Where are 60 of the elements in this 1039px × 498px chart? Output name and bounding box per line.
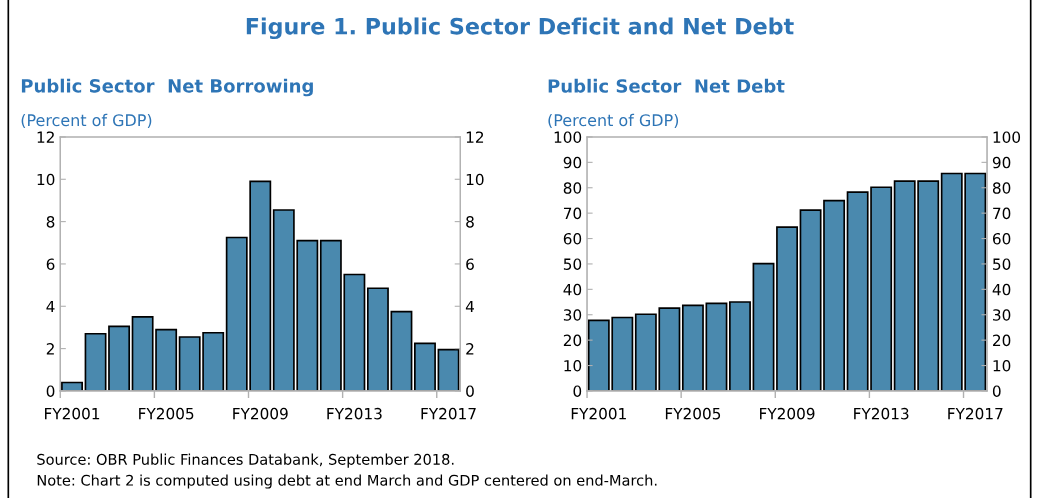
chart-subtitle: (Percent of GDP)	[548, 113, 679, 129]
x-tick-label: FY2001	[45, 407, 100, 420]
y-tick-label: 100	[554, 131, 582, 143]
y2-tick-label: 0	[466, 385, 474, 397]
y-tick-label: 2	[46, 343, 54, 355]
y-tick-label: 0	[573, 385, 582, 397]
bar	[729, 301, 751, 391]
y-tick-label: 12	[37, 131, 54, 143]
x-tick-label: FY2005	[139, 407, 194, 420]
source-note: Source: OBR Public Finances Databank, September 2018.	[37, 453, 454, 468]
y-tick-label: 60	[563, 233, 582, 245]
y-tick-label: 40	[563, 283, 582, 296]
y-tick-label: 6	[46, 258, 55, 270]
y2-tick-label: 30	[993, 309, 1011, 321]
x-tick-label: FY2013	[854, 407, 909, 420]
y-tick-label: 80	[563, 182, 582, 194]
text: Note: Chart 2 is computed using debt at end March and GDP centered on end-March.	[37, 474, 657, 489]
y-tick-label: 30	[563, 309, 582, 321]
y2-tick-label: 10	[993, 360, 1011, 372]
bar	[705, 302, 728, 391]
y2-tick-label: 80	[992, 182, 1011, 194]
x-tick-label: FY2013	[327, 407, 382, 420]
y-tick-label: 10	[564, 360, 582, 372]
chart-title: Public Sector Net Debt	[548, 78, 785, 93]
chart-subtitle: (Percent of GDP)	[21, 113, 152, 129]
y2-tick-label: 50	[993, 258, 1011, 270]
y2-tick-label: 60	[992, 233, 1011, 245]
chart-title: Public Sector Net Borrowing	[21, 78, 313, 97]
x-tick-label: FY2017	[948, 407, 1003, 420]
y2-tick-label: 2	[466, 343, 474, 355]
bar	[752, 262, 775, 391]
y2-tick-label: 20	[993, 334, 1011, 347]
y2-tick-label: 90	[992, 156, 1011, 169]
y2-tick-label: 8	[466, 216, 474, 228]
bar	[681, 304, 704, 391]
y-tick-label: 8	[46, 216, 55, 228]
bar	[414, 342, 436, 391]
x-tick-label: FY2005	[665, 407, 721, 420]
x-tick-label: FY2009	[760, 407, 815, 420]
caption: Figure 1. Public Sector Deficit and Net Debt	[246, 17, 794, 40]
x-tick-label: FY2009	[233, 407, 288, 420]
y-tick-label: 90	[563, 156, 582, 169]
y-tick-label: 70	[563, 207, 582, 220]
y2-tick-label: 70	[993, 207, 1011, 220]
y2-tick-label: 40	[992, 283, 1011, 296]
y-tick-label: 10	[37, 173, 55, 186]
y2-tick-label: 10	[466, 173, 484, 186]
y2-tick-label: 6	[466, 258, 474, 270]
y2-tick-label: 4	[465, 300, 474, 313]
x-tick-label: FY2017	[421, 407, 476, 420]
x-tick-label: FY2001	[571, 407, 626, 420]
y-tick-label: 20	[563, 334, 582, 347]
y2-tick-label: 12	[466, 131, 484, 143]
bar	[776, 226, 798, 391]
y-tick-label: 0	[46, 385, 55, 397]
y2-tick-label: 100	[993, 131, 1021, 143]
y-tick-label: 50	[563, 258, 582, 270]
bar	[437, 348, 460, 391]
y-tick-label: 4	[46, 300, 55, 313]
y2-tick-label: 0	[992, 385, 1001, 397]
